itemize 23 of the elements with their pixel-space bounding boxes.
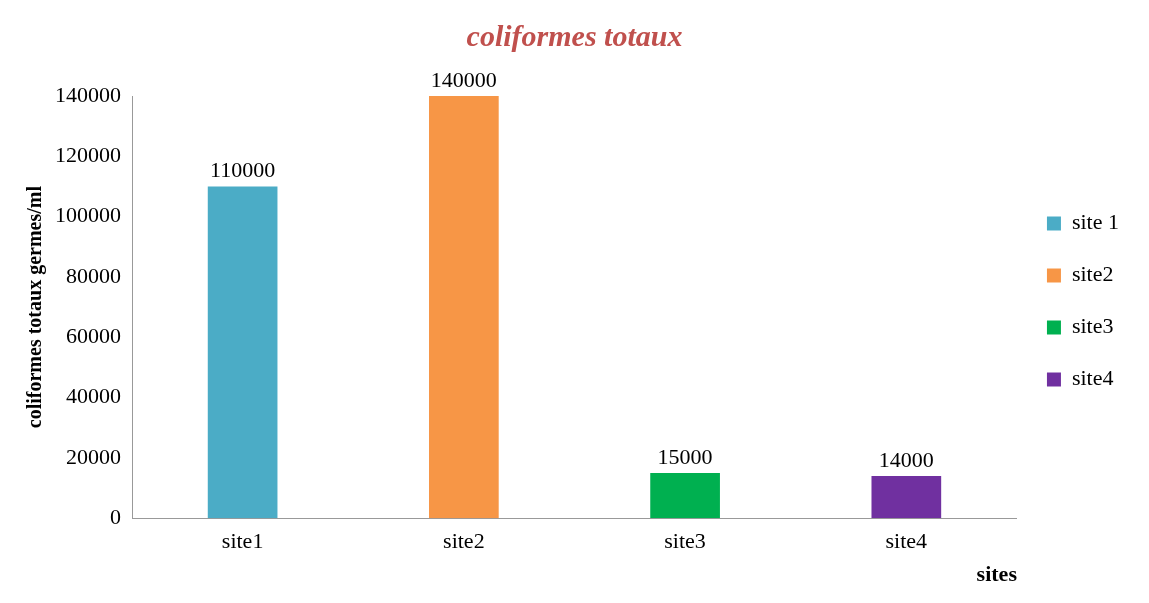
legend-label: site 1 (1071, 209, 1120, 235)
y-axis-title: coliformes totaux germes/ml (23, 185, 47, 429)
legend-label: site4 (1071, 365, 1114, 391)
y-tick-label: 20000 (66, 443, 121, 469)
legend-label: site2 (1071, 261, 1114, 287)
y-tick-label: 0 (110, 503, 121, 529)
x-tick-label: site2 (443, 528, 485, 554)
x-axis-title: sites (976, 561, 1018, 587)
data-label: 110000 (210, 157, 276, 183)
x-tick-label: site3 (664, 528, 706, 554)
legend-label: site3 (1071, 313, 1114, 339)
x-tick-label: site1 (221, 528, 264, 554)
y-tick-label: 60000 (66, 323, 121, 349)
y-tick-label: 140000 (55, 81, 121, 107)
y-tick-label: 100000 (55, 202, 121, 228)
y-tick-label: 120000 (55, 142, 121, 168)
x-tick-label: site4 (885, 528, 928, 554)
chart-title: coliformes totaux (466, 18, 683, 52)
data-label: 14000 (878, 446, 934, 472)
data-label: 15000 (657, 443, 713, 469)
y-tick-label: 80000 (66, 262, 121, 288)
data-label: 140000 (430, 66, 497, 92)
y-tick-label: 40000 (66, 383, 121, 409)
